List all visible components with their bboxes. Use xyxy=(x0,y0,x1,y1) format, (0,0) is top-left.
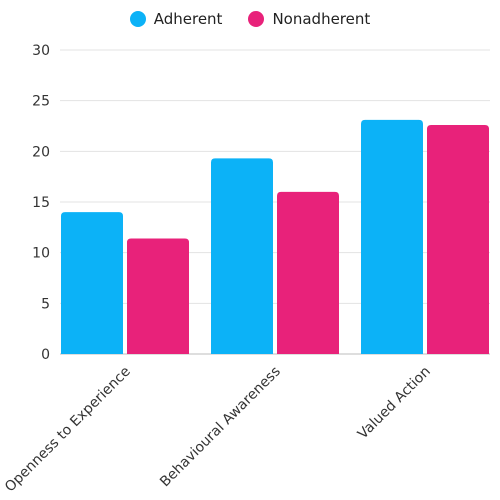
y-tick-label-15: 15 xyxy=(32,195,50,211)
bar-nonadherent-0 xyxy=(127,238,189,354)
legend-item-nonadherent: Nonadherent xyxy=(248,10,370,28)
y-tick-label-25: 25 xyxy=(32,94,50,110)
bar-adherent-0 xyxy=(61,212,123,354)
bar-adherent-1 xyxy=(211,158,273,354)
legend-label-adherent: Adherent xyxy=(153,10,223,28)
legend-swatch-nonadherent xyxy=(248,11,265,27)
bar-nonadherent-2 xyxy=(427,124,489,354)
legend-item-adherent: Adherent xyxy=(129,10,223,28)
y-tick-label-20: 20 xyxy=(32,144,50,160)
x-tick-label-1: Behavioural Awareness xyxy=(157,364,284,491)
x-tick-label-2: Valued Action xyxy=(355,364,434,443)
bar-adherent-2 xyxy=(361,119,423,354)
y-tick-label-30: 30 xyxy=(32,43,50,59)
y-tick-label-0: 0 xyxy=(41,347,50,363)
y-tick-label-5: 5 xyxy=(41,296,50,312)
legend-swatch-adherent xyxy=(129,11,146,27)
bar-nonadherent-1 xyxy=(277,191,339,354)
legend-label-nonadherent: Nonadherent xyxy=(272,10,371,28)
y-tick-label-10: 10 xyxy=(32,246,50,262)
legend: Adherent Nonadherent xyxy=(0,10,500,28)
x-tick-label-0: Openness to Experience xyxy=(2,364,134,496)
